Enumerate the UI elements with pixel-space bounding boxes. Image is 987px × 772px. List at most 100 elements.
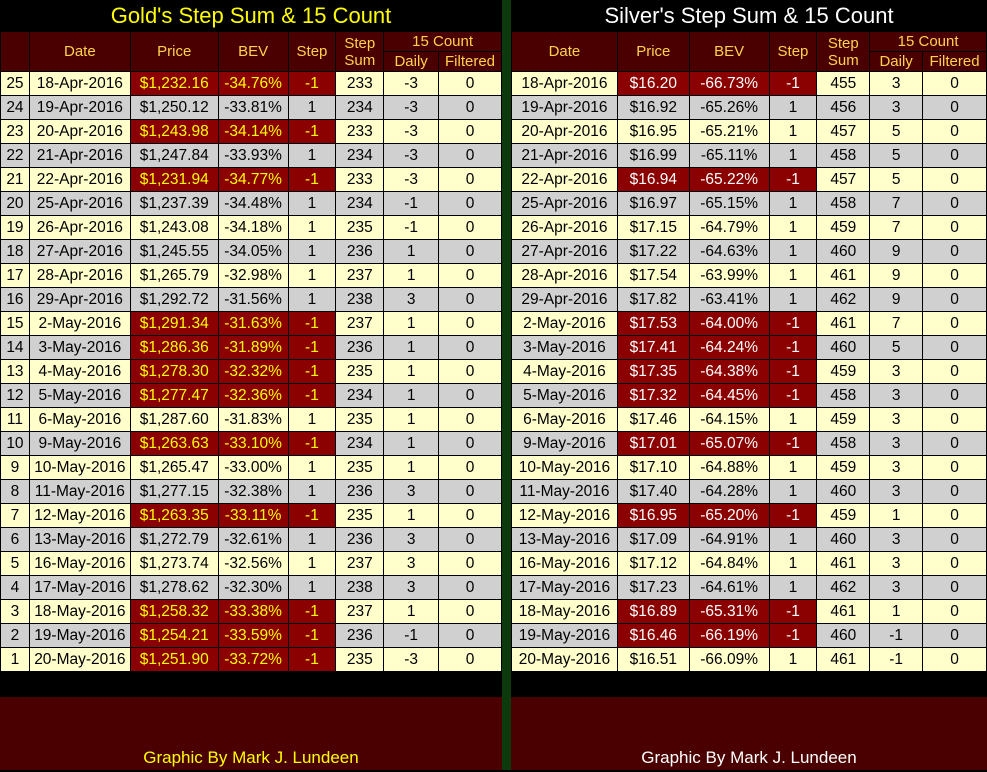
table-cell: 1 bbox=[383, 335, 440, 360]
table-row: 16 29-Apr-2016 $1,292.72 -31.56% 1 238 3 0 bbox=[0, 287, 502, 312]
table-cell: 0 bbox=[922, 263, 987, 288]
table-row: 5 16-May-2016 $1,273.74 -32.56% 1 237 3 0 bbox=[0, 551, 502, 576]
table-cell: 0 bbox=[922, 599, 987, 624]
table-cell: -33.00% bbox=[217, 455, 289, 480]
table-cell: 460 bbox=[816, 335, 871, 360]
table-cell: $17.01 bbox=[616, 431, 690, 456]
gold-step-header: Step bbox=[287, 31, 337, 72]
table-cell: 9 bbox=[869, 263, 924, 288]
table-cell: $17.22 bbox=[616, 239, 690, 264]
table-cell: 455 bbox=[816, 71, 871, 96]
table-cell: 18-May-2016 bbox=[28, 599, 131, 624]
table-cell: -1 bbox=[383, 623, 440, 648]
table-cell: 2 bbox=[0, 623, 30, 648]
table-cell: -1 bbox=[383, 215, 440, 240]
table-cell: 235 bbox=[335, 503, 385, 528]
table-cell: $16.94 bbox=[616, 167, 690, 192]
table-cell: -64.24% bbox=[688, 335, 770, 360]
table-cell: 0 bbox=[438, 239, 502, 264]
table-cell: $17.41 bbox=[616, 335, 690, 360]
table-cell: 1 bbox=[287, 191, 337, 216]
table-cell: $17.46 bbox=[616, 407, 690, 432]
gold-filler bbox=[0, 697, 502, 743]
table-cell: 9 bbox=[869, 287, 924, 312]
table-cell: $1,251.90 bbox=[129, 647, 219, 672]
table-cell: -1 bbox=[287, 623, 337, 648]
table-cell: 16-May-2016 bbox=[28, 551, 131, 576]
table-cell: 1 bbox=[383, 263, 440, 288]
table-cell: 1 bbox=[768, 575, 818, 600]
table-cell: -65.07% bbox=[688, 431, 770, 456]
table-cell: 5-May-2016 bbox=[28, 383, 131, 408]
table-cell: $1,250.12 bbox=[129, 95, 219, 120]
table-cell: -64.63% bbox=[688, 239, 770, 264]
table-cell: 10-May-2016 bbox=[28, 455, 131, 480]
gold-daily-header: Daily bbox=[383, 51, 440, 72]
table-cell: $1,286.36 bbox=[129, 335, 219, 360]
table-row: 26-Apr-2016 $17.15 -64.79% 1 459 7 0 bbox=[511, 215, 987, 240]
table-cell: -63.99% bbox=[688, 263, 770, 288]
table-cell: 20-Apr-2016 bbox=[28, 119, 131, 144]
table-cell: $17.40 bbox=[616, 479, 690, 504]
table-cell: 237 bbox=[335, 311, 385, 336]
table-cell: 0 bbox=[922, 119, 987, 144]
table-cell: -1 bbox=[768, 383, 818, 408]
gold-filtered-header: Filtered bbox=[438, 51, 502, 72]
table-cell: 19 bbox=[0, 215, 30, 240]
gold-footer: Graphic By Mark J. Lundeen bbox=[0, 743, 502, 770]
table-cell: 16-May-2016 bbox=[511, 551, 618, 576]
table-cell: 459 bbox=[816, 359, 871, 384]
table-cell: 12-May-2016 bbox=[28, 503, 131, 528]
table-cell: $1,265.47 bbox=[129, 455, 219, 480]
table-cell: 11-May-2016 bbox=[28, 479, 131, 504]
table-cell: 460 bbox=[816, 623, 871, 648]
table-cell: 1 bbox=[768, 191, 818, 216]
table-cell: 4-May-2016 bbox=[28, 359, 131, 384]
table-cell: 1 bbox=[287, 551, 337, 576]
table-cell: 1 bbox=[287, 479, 337, 504]
table-cell: 25-Apr-2016 bbox=[511, 191, 618, 216]
table-cell: 5 bbox=[869, 119, 924, 144]
table-row: 15 2-May-2016 $1,291.34 -31.63% -1 237 1 0 bbox=[0, 311, 502, 336]
table-cell: 26-Apr-2016 bbox=[28, 215, 131, 240]
table-cell: 12-May-2016 bbox=[511, 503, 618, 528]
table-cell: $1,291.34 bbox=[129, 311, 219, 336]
table-cell: 0 bbox=[438, 119, 502, 144]
table-row: 9-May-2016 $17.01 -65.07% -1 458 3 0 bbox=[511, 431, 987, 456]
table-row: 4 17-May-2016 $1,278.62 -32.30% 1 238 3 0 bbox=[0, 575, 502, 600]
table-cell: -1 bbox=[287, 311, 337, 336]
table-cell: 3 bbox=[869, 383, 924, 408]
table-cell: -1 bbox=[287, 71, 337, 96]
table-cell: $1,277.47 bbox=[129, 383, 219, 408]
table-cell: 0 bbox=[922, 143, 987, 168]
table-cell: 7 bbox=[0, 503, 30, 528]
silver-bev-header: BEV bbox=[688, 31, 770, 72]
table-row: 22 21-Apr-2016 $1,247.84 -33.93% 1 234 -3 0 bbox=[0, 143, 502, 168]
table-cell: 1 bbox=[768, 479, 818, 504]
table-cell: -65.22% bbox=[688, 167, 770, 192]
table-cell: 3 bbox=[869, 431, 924, 456]
table-cell: $1,254.21 bbox=[129, 623, 219, 648]
table-cell: 1 bbox=[383, 359, 440, 384]
silver-daily-header: Daily bbox=[869, 51, 924, 72]
table-cell: $17.09 bbox=[616, 527, 690, 552]
table-cell: $1,247.84 bbox=[129, 143, 219, 168]
table-cell: -65.31% bbox=[688, 599, 770, 624]
table-cell: 21-Apr-2016 bbox=[511, 143, 618, 168]
table-cell: 1 bbox=[287, 95, 337, 120]
table-row: 21-Apr-2016 $16.99 -65.11% 1 458 5 0 bbox=[511, 143, 987, 168]
table-cell: 10-May-2016 bbox=[511, 455, 618, 480]
table-row: 17 28-Apr-2016 $1,265.79 -32.98% 1 237 1 0 bbox=[0, 263, 502, 288]
table-cell: 234 bbox=[335, 143, 385, 168]
table-cell: 26-Apr-2016 bbox=[511, 215, 618, 240]
table-cell: -1 bbox=[768, 503, 818, 528]
table-cell: $1,292.72 bbox=[129, 287, 219, 312]
table-cell: 0 bbox=[922, 95, 987, 120]
table-cell: 234 bbox=[335, 191, 385, 216]
table-row: 10-May-2016 $17.10 -64.88% 1 459 3 0 bbox=[511, 455, 987, 480]
table-cell: $1,258.32 bbox=[129, 599, 219, 624]
table-cell: 1 bbox=[768, 287, 818, 312]
table-cell: -34.05% bbox=[217, 239, 289, 264]
table-cell: 0 bbox=[438, 215, 502, 240]
table-cell: 1 bbox=[768, 647, 818, 672]
